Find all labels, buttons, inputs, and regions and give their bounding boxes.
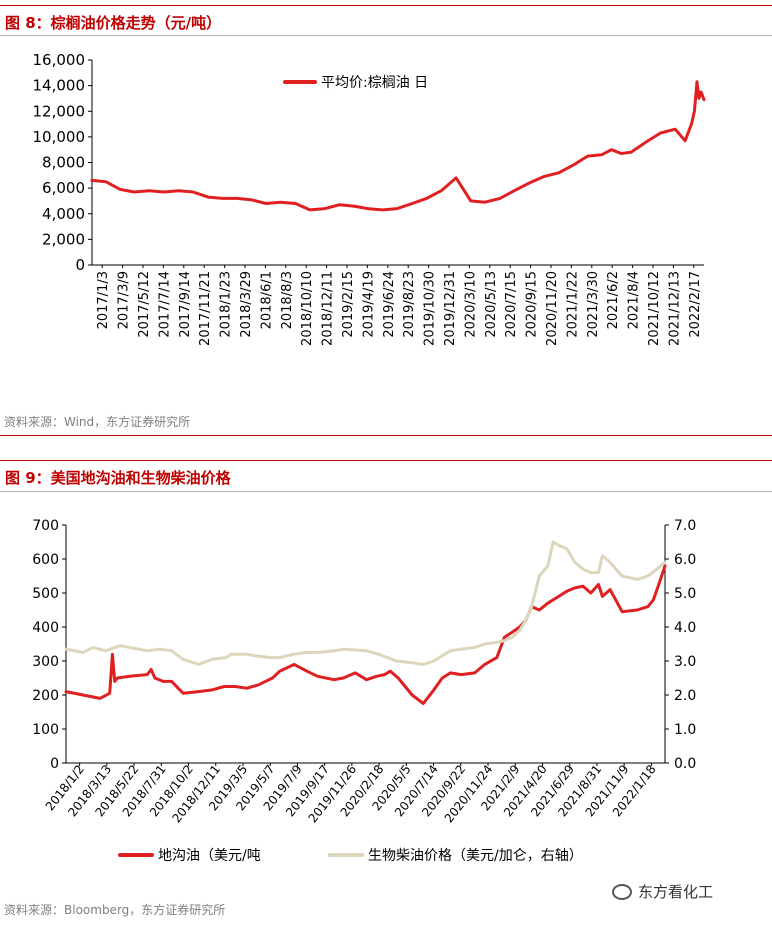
x-tick-label: 2018/3/29 <box>239 271 254 338</box>
x-tick-label: 2019/4/19 <box>361 271 376 338</box>
y-tick-label: 10,000 <box>33 128 86 146</box>
x-tick-label: 2019/2/15 <box>341 271 356 338</box>
fig8-title: 图 8：棕榈油价格走势（元/吨） <box>5 14 222 32</box>
fig8-top-rule <box>0 5 772 6</box>
y-tick-label: 0 <box>50 756 59 772</box>
fig9-title-rule <box>0 491 772 492</box>
x-tick-label: 2018/8/3 <box>280 271 295 329</box>
y-tick-label: 16,000 <box>33 51 86 69</box>
y-tick-label: 600 <box>32 552 59 568</box>
y-tick-label: 100 <box>32 722 59 738</box>
x-tick-label: 2020/5/13 <box>484 271 499 338</box>
x-tick-label: 2018/10/10 <box>300 271 315 346</box>
x-tick-label: 2019/8/23 <box>402 271 417 338</box>
y2-tick-label: 6.0 <box>674 552 696 568</box>
legend-label-1: 地沟油（美元/吨 <box>158 848 261 864</box>
y2-tick-label: 5.0 <box>674 586 696 602</box>
x-tick-label: 2018/12/11 <box>321 271 336 346</box>
y2-tick-label: 2.0 <box>674 688 696 704</box>
x-tick-label: 2017/9/14 <box>178 271 193 338</box>
x-tick-label: 2020/11/20 <box>545 271 560 346</box>
watermark: 东方看化工 <box>612 881 713 902</box>
x-tick-label: 2017/7/14 <box>157 271 172 338</box>
y-tick-label: 2,000 <box>42 230 85 248</box>
y-tick-label: 400 <box>32 620 59 636</box>
series-line-1 <box>64 564 667 705</box>
x-tick-label: 2019/6/24 <box>382 271 397 338</box>
x-tick-label: 2019/12/31 <box>443 271 458 346</box>
y-tick-label: 500 <box>32 586 59 602</box>
fig8-chart: 0 2,000 4,000 6,000 8,000 10,000 12,000 14,000 1… <box>33 51 706 346</box>
x-tick-label: 2020/3/10 <box>463 271 478 338</box>
fig8-title-rule <box>0 35 772 36</box>
fig9-source: 资料来源：Bloomberg，东方证券研究所 <box>4 903 226 917</box>
y-tick-label: 0 <box>75 256 85 274</box>
fig9-chart: 0 100 200 300 400 500 600 700 0.0 1.0 2.0 3.0 4.0 5.0… <box>32 518 696 864</box>
series-line-2 <box>64 540 667 666</box>
y-tick-label: 300 <box>32 654 59 670</box>
x-tick-label: 2018/6/1 <box>259 271 274 329</box>
x-tick-label: 2017/5/12 <box>137 271 152 338</box>
y-tick-label: 4,000 <box>42 205 85 223</box>
y2-tick-label: 3.0 <box>674 654 696 670</box>
fig9-title: 图 9：美国地沟油和生物柴油价格 <box>5 469 231 487</box>
x-tick-label: 2021/6/2 <box>606 271 621 329</box>
x-tick-label: 2021/10/12 <box>647 271 662 346</box>
wechat-icon <box>612 884 632 900</box>
y-tick-label: 700 <box>32 518 59 534</box>
legend-label-1: 平均价:棕榈油 日 <box>321 75 428 91</box>
watermark-text: 东方看化工 <box>638 883 714 901</box>
x-tick-label: 2017/11/21 <box>198 271 213 346</box>
y-tick-label: 200 <box>32 688 59 704</box>
x-tick-label: 2020/9/15 <box>525 271 540 338</box>
legend-label-2: 生物柴油价格（美元/加仑，右轴） <box>368 848 583 864</box>
fig9-top-rule <box>0 460 772 461</box>
x-tick-label: 2021/8/4 <box>627 271 642 329</box>
x-tick-label: 2017/1/3 <box>96 271 111 329</box>
x-tick-label: 2021/1/22 <box>565 271 580 338</box>
y2-tick-label: 7.0 <box>674 518 696 534</box>
x-tick-label: 2018/1/23 <box>219 271 234 338</box>
fig8-source: 资料来源：Wind，东方证券研究所 <box>4 415 191 429</box>
y-tick-label: 6,000 <box>42 179 85 197</box>
x-tick-label: 2019/10/30 <box>423 271 438 346</box>
x-tick-label: 2021/12/13 <box>667 271 682 346</box>
x-tick-label: 2020/7/15 <box>504 271 519 338</box>
series-line-1 <box>90 80 706 212</box>
x-tick-label: 2021/3/30 <box>586 271 601 338</box>
y2-tick-label: 1.0 <box>674 722 696 738</box>
x-tick-label: 2017/3/9 <box>117 271 132 329</box>
x-tick-label: 2022/2/17 <box>688 271 703 338</box>
y-tick-label: 14,000 <box>33 77 86 95</box>
y-tick-label: 12,000 <box>33 102 86 120</box>
fig8-bottom-rule <box>0 435 772 436</box>
y2-tick-label: 4.0 <box>674 620 696 636</box>
y2-tick-label: 0.0 <box>674 756 696 772</box>
y-tick-label: 8,000 <box>42 154 85 172</box>
